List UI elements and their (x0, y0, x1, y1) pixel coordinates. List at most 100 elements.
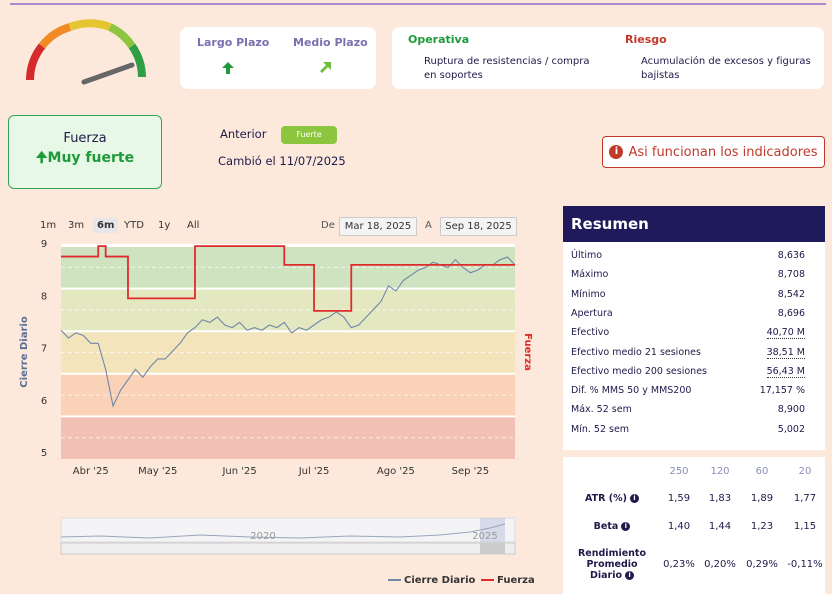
resumen-label: Dif. % MMS 50 y MMS200 (571, 385, 692, 397)
resumen-value: 8,542 (777, 288, 805, 300)
range-button[interactable]: 1y (158, 220, 171, 231)
range-button[interactable]: 3m (68, 220, 85, 231)
resumen-row: Máx. 52 sem 8,900 (571, 404, 805, 415)
scrollbar (60, 542, 516, 555)
stats-value: 1,77 (793, 493, 817, 504)
y-tick-label: 8 (41, 291, 47, 302)
riesgo-title: Riesgo (625, 33, 667, 46)
y-axis-label: Cierre Diario (19, 316, 30, 388)
legend-label: Cierre Diario (404, 575, 476, 586)
gauge (26, 19, 146, 85)
stats-header: 60 (755, 466, 769, 477)
resumen-label: Efectivo medio 200 sesiones (571, 365, 707, 377)
navigator-window (480, 518, 505, 542)
anterior-label: Anterior (220, 127, 267, 141)
resumen-row: Último 8,636 (571, 250, 805, 261)
stats-header: 250 (669, 466, 689, 477)
to-input[interactable]: Sep 18, 2025 (440, 217, 517, 236)
stats-value: 1,44 (708, 521, 732, 532)
stats-label: Rendimiento Promedio Diario i (572, 548, 652, 581)
fuerza-value-wrap: 🠉Muy fuerte (9, 147, 161, 171)
y2-axis-label: Fuerza (522, 333, 533, 371)
fuerza-value: Muy fuerte (47, 150, 135, 166)
cambio: Cambió el 11/07/2025 (218, 154, 346, 168)
y-tick-label: 7 (41, 344, 47, 355)
from-label: De (321, 220, 335, 231)
x-tick-label: Jun '25 (221, 466, 256, 477)
navigator-label: 2025 (472, 531, 497, 542)
chart: 5 6 7 8 9 Abr '25 May '25 Jun '25 Jul '25 Ago '25… (19, 239, 535, 586)
arrow: 🠉 (35, 150, 48, 166)
resumen-value: 8,696 (777, 307, 805, 319)
stats-value: 1,83 (708, 493, 732, 504)
range-button[interactable]: 1m (40, 220, 57, 231)
y-tick-label: 6 (41, 396, 47, 407)
arrow-up-right (320, 62, 331, 73)
resumen-label: Máximo (571, 269, 609, 281)
stats-label-text: Beta (593, 521, 619, 532)
stats-value: 0,29% (746, 559, 778, 570)
navigator-line (60, 523, 506, 539)
resumen-title: Resumen (563, 206, 825, 242)
stats-header: 120 (710, 466, 730, 477)
operativa-title: Operativa (408, 33, 470, 46)
operativa-text: Ruptura de resistencias / compra en sopo… (424, 56, 590, 81)
stats-value: 0,23% (663, 559, 695, 570)
resumen-row: Efectivo medio 21 sesiones 38,51 M (571, 347, 805, 359)
stats-label: Beta i (572, 521, 652, 532)
stats-value: 0,20% (704, 559, 736, 570)
stats-value: 1,40 (667, 521, 691, 532)
resumen-value: 40,70 M (766, 327, 805, 340)
legend-label: Fuerza (497, 575, 535, 586)
fuerza-label: Fuerza (63, 131, 107, 146)
resumen-value: 8,708 (777, 269, 805, 281)
range-button[interactable]: All (187, 220, 200, 231)
resumen-row: Efectivo medio 200 sesiones 56,43 M (571, 366, 805, 378)
resumen-row: Mín. 52 sem 5,002 (571, 424, 805, 435)
largo-plazo: Largo Plazo (197, 36, 270, 49)
resumen-row: Máximo 8,708 (571, 269, 805, 280)
resumen-label: Apertura (571, 307, 613, 319)
navigator (60, 517, 516, 543)
resumen-value: 5,002 (777, 423, 805, 435)
stats-value: 1,59 (667, 493, 691, 504)
navigator-label: 2020 (250, 531, 275, 542)
resumen-row: Efectivo 40,70 M (571, 327, 805, 340)
resumen-label: Efectivo medio 21 sesiones (571, 346, 701, 358)
info-icon[interactable]: i (629, 494, 639, 503)
y-tick-label: 9 (41, 239, 47, 250)
resumen-value: 17,157 % (759, 385, 805, 397)
resumen-label: Mín. 52 sem (571, 423, 630, 435)
resumen-value: 8,900 (777, 404, 805, 416)
info-button[interactable]: i Asi funcionan los indicadores (602, 136, 825, 168)
stats-header: 20 (798, 466, 812, 477)
operativa-card: Operativa Ruptura de resistencias / comp… (392, 27, 824, 89)
riesgo-text: Acumulación de excesos y figuras bajista… (641, 56, 811, 81)
fuerza-card: Fuerza 🠉Muy fuerte (8, 115, 162, 189)
range-button[interactable]: 6m (93, 218, 119, 233)
stats-value: -0,11% (787, 559, 823, 570)
stats-value: 1,89 (750, 493, 774, 504)
info-button-text: Asi funcionan los indicadores (628, 144, 818, 160)
x-tick-label: Abr '25 (73, 466, 109, 477)
stats-label: ATR (%) i (572, 493, 652, 504)
info-icon[interactable]: i (625, 571, 635, 580)
to-label: A (425, 220, 432, 231)
stats-table (563, 457, 825, 594)
y-tick-label: 5 (41, 448, 47, 459)
scrollbar-thumb (480, 543, 505, 554)
from-input[interactable]: Mar 18, 2025 (339, 217, 417, 236)
resumen-row: Mínimo 8,542 (571, 289, 805, 300)
resumen-label: Máx. 52 sem (571, 404, 632, 416)
x-tick-label: Jul '25 (298, 466, 330, 477)
x-tick-label: Sep '25 (452, 466, 490, 477)
range-button[interactable]: YTD (124, 220, 144, 231)
resumen-label: Último (571, 250, 603, 261)
anterior-badge: Fuerte (281, 126, 337, 144)
resumen-row: Dif. % MMS 50 y MMS200 17,157 % (571, 385, 805, 396)
stats-value: 1,15 (793, 521, 817, 532)
series-line (61, 245, 515, 312)
stats-label-text: Rendimiento Promedio Diario (577, 548, 646, 581)
stats-value: 1,23 (750, 521, 774, 532)
info-icon[interactable]: i (621, 522, 631, 531)
